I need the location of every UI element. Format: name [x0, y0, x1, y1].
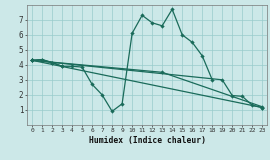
X-axis label: Humidex (Indice chaleur): Humidex (Indice chaleur) — [89, 136, 206, 145]
